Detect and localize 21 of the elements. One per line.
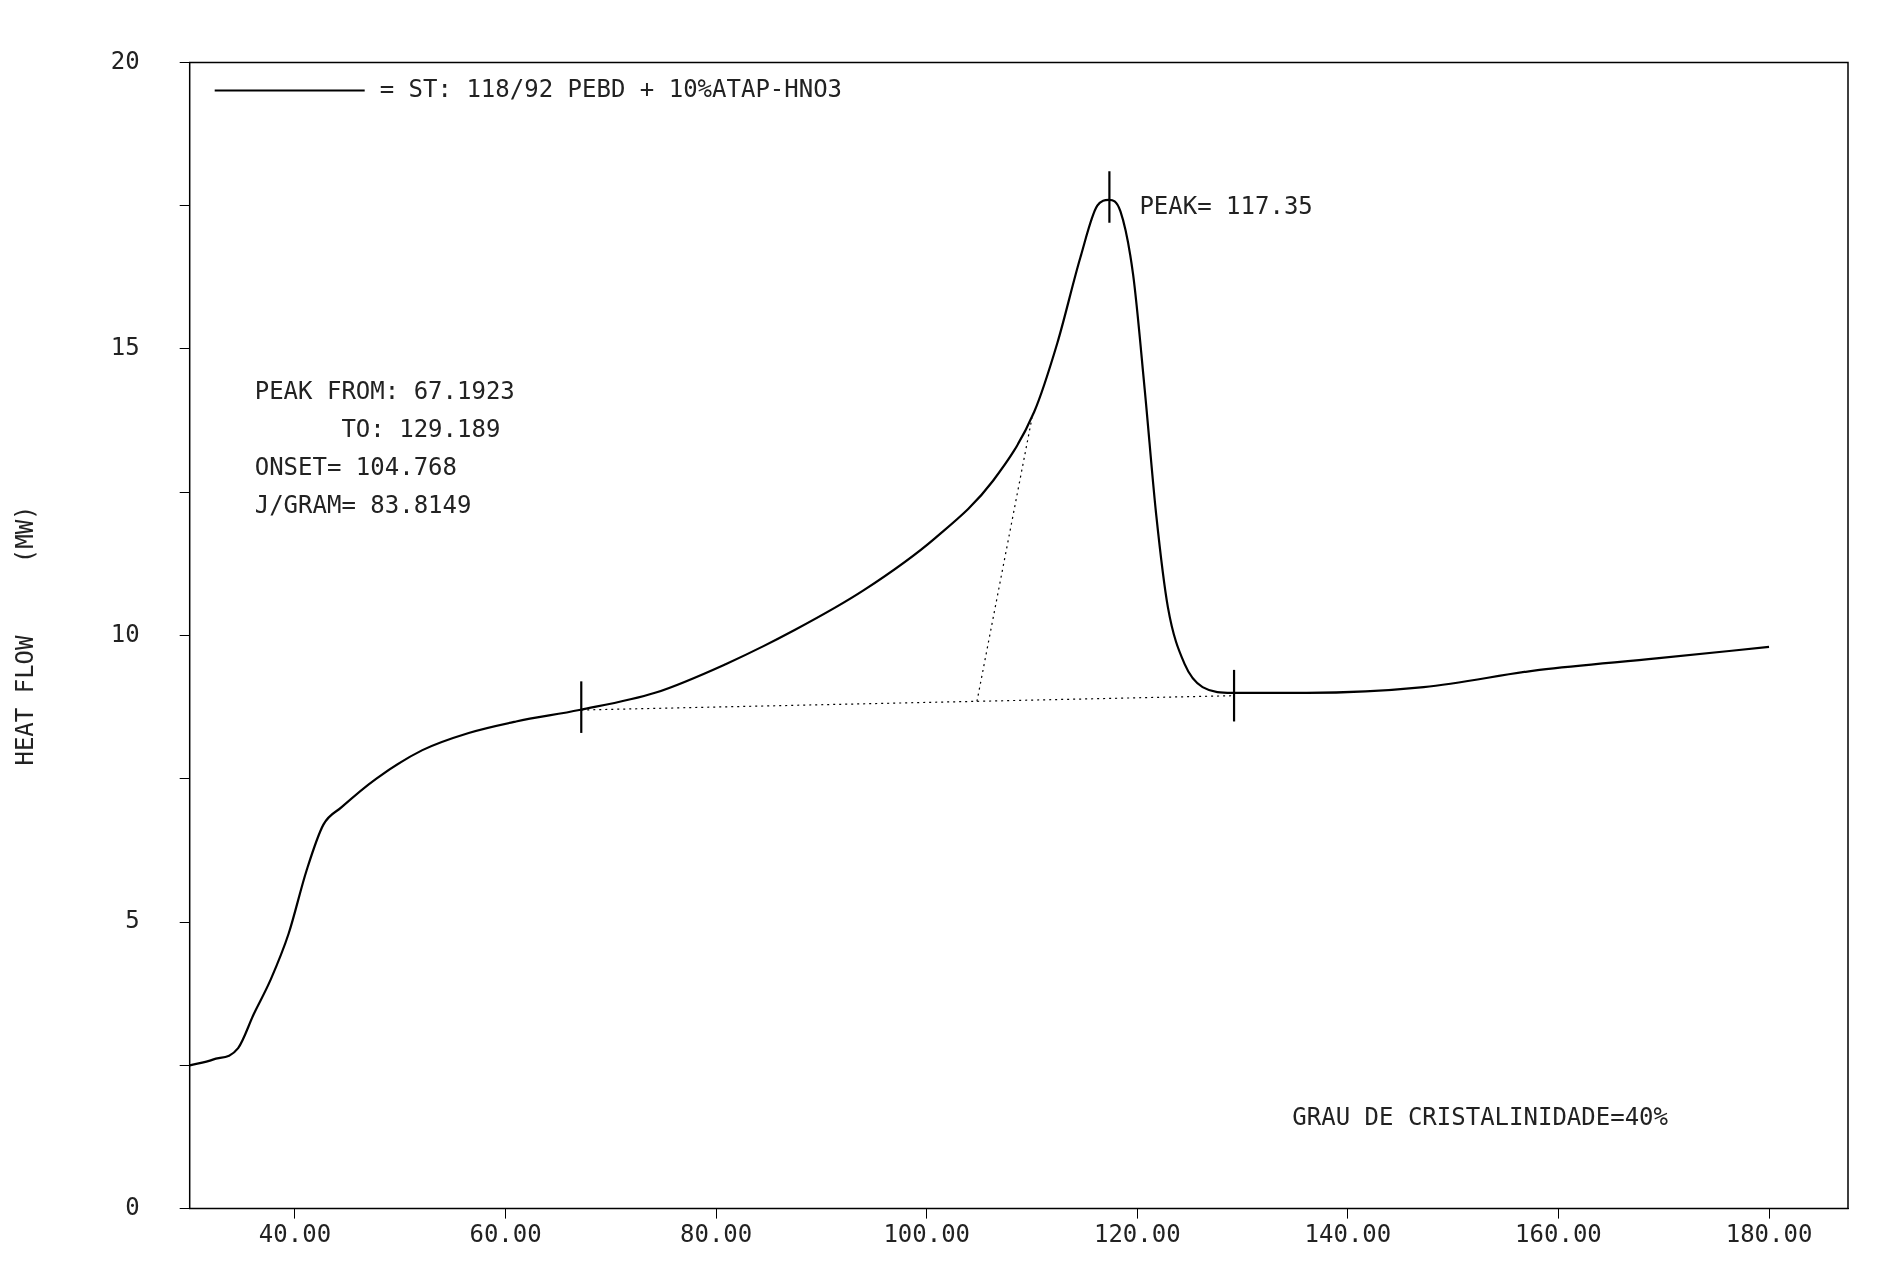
x-tick-label: 80.00 [680,1220,753,1249]
x-tick-label: 60.00 [469,1220,542,1249]
annotation: J/GRAM= 83.8149 [254,490,472,519]
y-tick-label: 0 [125,1192,140,1221]
x-tick-label: 100.00 [883,1220,971,1249]
annotation: PEAK FROM: 67.1923 [254,376,515,405]
x-tick-label: 180.00 [1725,1220,1813,1249]
annotation: ONSET= 104.768 [254,452,457,481]
y-tick-label: 5 [125,906,140,935]
text: = ST: 118/92 PEBD + 10%ATAP-HNO3 [379,74,843,103]
y-tick-label: 15 [110,333,140,362]
annotation: PEAK= 117.35 [1139,192,1313,221]
annotation: GRAU DE CRISTALINIDADE=40% [1292,1102,1669,1131]
x-tick-label: 40.00 [258,1220,332,1249]
y-tick-label: 10 [110,619,140,648]
x-tick-label: 120.00 [1093,1220,1181,1249]
y-axis-title: HEAT FLOW (MW) [10,505,39,766]
y-tick-label: 20 [110,46,140,75]
x-tick-label: 160.00 [1515,1220,1602,1249]
annotation: TO: 129.189 [254,414,501,443]
x-tick-label: 140.00 [1304,1220,1392,1249]
